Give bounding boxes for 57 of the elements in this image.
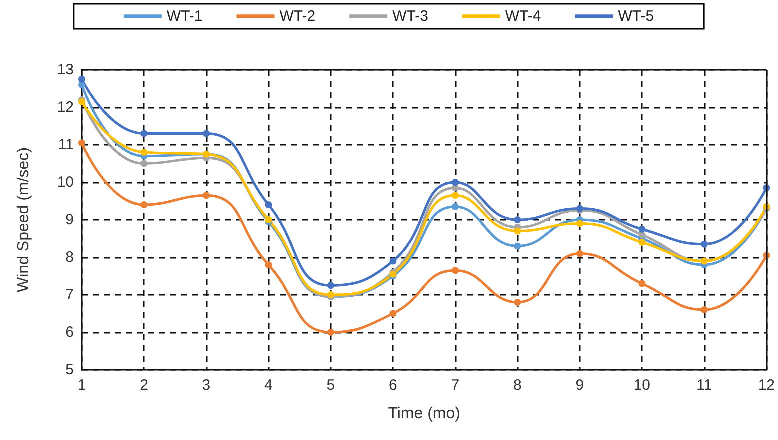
point: [514, 242, 522, 250]
point: [638, 226, 646, 233]
legend-label: WT-3: [392, 8, 428, 25]
point: [576, 220, 584, 228]
point: [700, 306, 708, 314]
point: [452, 192, 459, 200]
point: [78, 140, 86, 147]
point: [638, 239, 646, 246]
x-tick-label: 1: [78, 377, 86, 394]
y-tick-label: 6: [66, 324, 74, 341]
legend-label: WT-2: [280, 8, 316, 25]
x-tick-label: 2: [140, 377, 148, 394]
x-tick-label: 11: [696, 377, 712, 394]
point: [390, 258, 397, 265]
x-tick-label: 7: [451, 377, 460, 394]
x-tick-label: 3: [202, 377, 211, 394]
y-tick-label: 9: [66, 212, 74, 228]
point: [700, 240, 708, 248]
point: [202, 192, 210, 200]
legend-label: WT-4: [505, 8, 542, 25]
x-axis-title: Time (mo): [388, 406, 460, 422]
point: [327, 282, 334, 290]
point: [265, 202, 272, 208]
point: [452, 203, 459, 210]
x-tick-label: 8: [514, 377, 522, 394]
point: [452, 179, 459, 186]
y-tick-label: 5: [66, 362, 74, 378]
x-tick-label: 5: [326, 377, 336, 394]
y-tick-label: 12: [57, 99, 74, 116]
point: [140, 160, 148, 168]
y-tick-label: 8: [66, 249, 74, 266]
x-tick-label: 10: [634, 377, 651, 394]
legend-label: WT-1: [166, 8, 203, 25]
y-tick-label: 7: [66, 286, 74, 304]
y-axis-title: Wind Speed (m/sec): [16, 148, 32, 292]
point: [140, 202, 148, 208]
x-tick-label: 9: [576, 377, 584, 394]
point: [638, 280, 646, 288]
point: [202, 130, 210, 138]
x-tick-label: 12: [758, 377, 775, 394]
legend-label: WT-5: [618, 8, 654, 25]
point: [514, 216, 522, 224]
point: [452, 267, 459, 274]
point: [140, 149, 148, 156]
point: [576, 250, 584, 258]
x-tick-label: 6: [389, 377, 398, 394]
y-tick-label: 11: [58, 136, 74, 154]
point: [514, 299, 522, 306]
y-tick-label: 13: [57, 62, 74, 78]
point: [390, 310, 397, 318]
y-tick-label: 10: [57, 174, 74, 191]
x-tick-label: 4: [264, 377, 273, 394]
point: [140, 130, 148, 138]
point: [265, 262, 272, 268]
point: [327, 329, 334, 336]
point: [78, 76, 86, 83]
point: [514, 228, 522, 235]
